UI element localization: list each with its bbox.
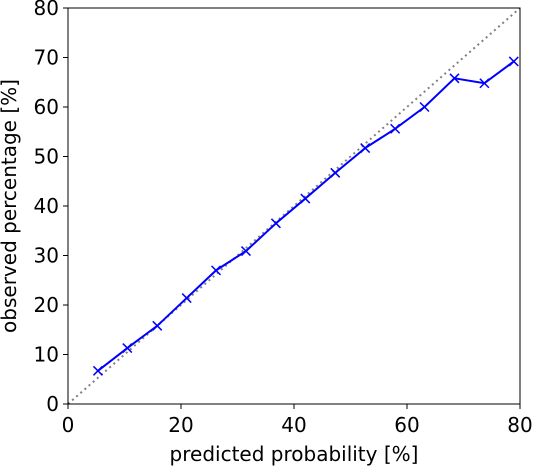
marker-stroke xyxy=(508,56,519,67)
data-point-marker xyxy=(360,143,371,154)
data-point-marker xyxy=(449,73,460,84)
data-point-marker xyxy=(330,167,341,178)
y-axis-label: observed percentage [%] xyxy=(0,79,21,333)
y-tick-label: 10 xyxy=(34,343,59,367)
reference-line-layer xyxy=(67,7,521,405)
reference-diagonal-line xyxy=(67,7,521,405)
y-tick-label: 30 xyxy=(34,244,59,268)
marker-stroke xyxy=(390,123,401,134)
marker-stroke xyxy=(122,343,133,354)
data-point-marker xyxy=(122,343,133,354)
data-point-marker xyxy=(152,320,163,331)
y-axis-ticks: 0 10 20 30 40 50 60 70 80 xyxy=(34,0,68,416)
x-tick-label: 40 xyxy=(281,413,306,437)
y-tick-label: 60 xyxy=(34,95,59,119)
x-tick-label: 20 xyxy=(168,413,193,437)
marker-stroke xyxy=(181,293,192,304)
data-point-marker xyxy=(181,293,192,304)
marker-stroke xyxy=(360,143,371,154)
data-point-marker xyxy=(300,193,311,204)
data-point-marker xyxy=(508,56,519,67)
data-point-marker xyxy=(390,123,401,134)
y-tick-label: 0 xyxy=(46,392,59,416)
series-layer xyxy=(92,56,519,376)
marker-stroke xyxy=(92,365,103,376)
data-point-marker xyxy=(419,101,430,113)
data-point-marker xyxy=(240,246,252,257)
x-tick-label: 60 xyxy=(394,413,419,437)
marker-stroke xyxy=(479,78,490,89)
marker-stroke xyxy=(419,101,430,113)
y-tick-label: 70 xyxy=(34,46,59,70)
data-point-marker xyxy=(210,265,222,276)
marker-stroke xyxy=(210,265,222,276)
marker-stroke xyxy=(449,73,460,84)
y-tick-label: 20 xyxy=(34,293,59,317)
data-point-marker xyxy=(92,365,103,376)
data-point-marker xyxy=(270,218,281,229)
marker-stroke xyxy=(152,320,163,331)
marker-stroke xyxy=(270,218,281,229)
x-axis-ticks: 0 20 40 60 80 xyxy=(62,404,533,437)
y-tick-label: 80 xyxy=(34,0,59,20)
x-axis-label: predicted probability [%] xyxy=(170,442,419,466)
y-tick-label: 50 xyxy=(34,145,59,169)
marker-stroke xyxy=(240,246,252,257)
marker-stroke xyxy=(330,167,341,178)
y-tick-label: 40 xyxy=(34,194,59,218)
marker-stroke xyxy=(300,193,311,204)
x-tick-label: 0 xyxy=(62,413,75,437)
x-tick-label: 80 xyxy=(507,413,532,437)
data-point-marker xyxy=(479,78,490,89)
